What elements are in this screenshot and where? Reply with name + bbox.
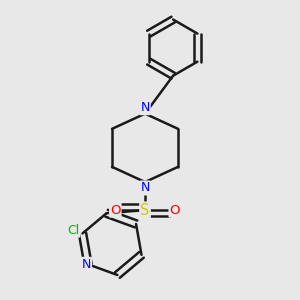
Text: S: S [140,202,150,217]
Text: Cl: Cl [67,224,80,237]
Text: O: O [110,204,121,217]
Text: N: N [140,101,150,114]
Text: N: N [82,258,91,271]
Text: O: O [169,204,180,217]
Text: N: N [140,182,150,194]
